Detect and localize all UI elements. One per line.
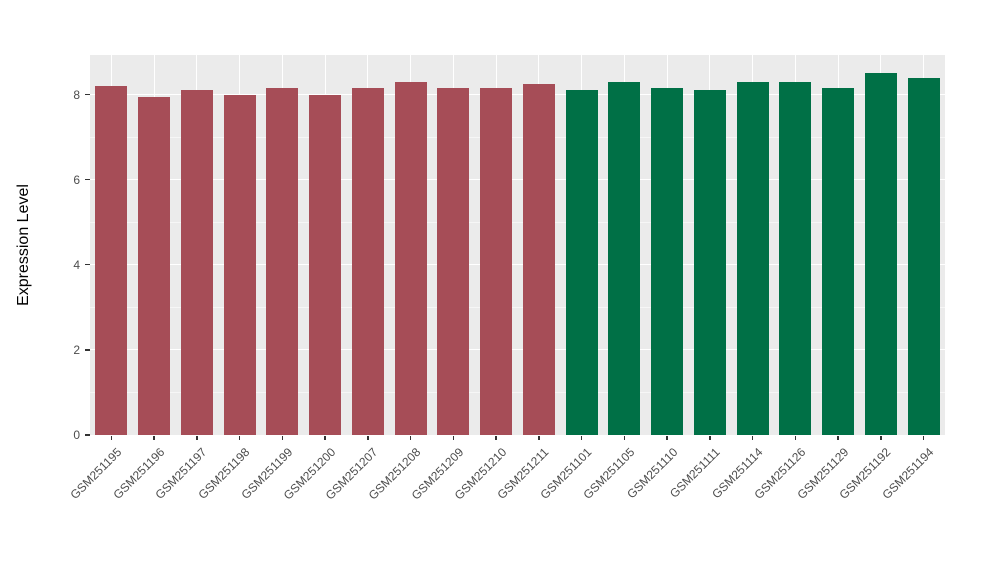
chart-panel bbox=[90, 55, 945, 436]
bar-GSM251192 bbox=[864, 73, 897, 435]
bar-GSM251200 bbox=[309, 94, 342, 435]
bar-GSM251111 bbox=[693, 90, 726, 435]
x-tick-mark bbox=[367, 435, 369, 440]
x-tick-mark bbox=[196, 435, 198, 440]
bar-GSM251196 bbox=[138, 96, 171, 435]
bar-GSM251209 bbox=[437, 88, 470, 435]
x-tick-mark bbox=[452, 435, 455, 440]
bar-GSM251126 bbox=[779, 81, 812, 435]
y-axis-title-text: Expression Level bbox=[15, 184, 32, 306]
y-tick-label: 8 bbox=[73, 87, 80, 102]
x-tick-mark bbox=[623, 435, 626, 440]
bar-GSM251197 bbox=[180, 90, 213, 435]
y-axis-title: Expression Level bbox=[12, 55, 36, 435]
x-tick-mark bbox=[153, 435, 155, 440]
bar-GSM251210 bbox=[480, 88, 513, 435]
bar-GSM251208 bbox=[394, 81, 427, 435]
bar-GSM251195 bbox=[95, 86, 128, 435]
x-tick-mark bbox=[580, 435, 583, 440]
x-tick-mark bbox=[880, 435, 882, 440]
bar-GSM251194 bbox=[907, 77, 940, 435]
gridline-major bbox=[90, 179, 945, 181]
gridline-minor bbox=[90, 391, 945, 393]
bar-GSM251211 bbox=[522, 83, 555, 435]
x-tick-mark bbox=[709, 435, 711, 440]
bar-GSM251207 bbox=[351, 88, 384, 435]
x-tick-mark bbox=[794, 435, 797, 440]
y-tick-mark bbox=[85, 93, 90, 96]
bar-GSM251199 bbox=[266, 88, 299, 435]
bar-GSM251198 bbox=[223, 94, 256, 435]
y-tick-mark bbox=[85, 434, 90, 436]
y-tick-mark bbox=[85, 264, 90, 266]
x-tick-mark bbox=[281, 435, 284, 440]
x-tick-mark bbox=[495, 435, 497, 440]
x-tick-mark bbox=[666, 435, 668, 440]
bar-GSM251105 bbox=[608, 81, 641, 435]
x-tick-mark bbox=[751, 435, 754, 440]
x-tick-mark bbox=[409, 435, 412, 440]
y-tick-label: 6 bbox=[73, 172, 80, 187]
bar-GSM251114 bbox=[736, 81, 769, 435]
x-tick-mark bbox=[110, 435, 113, 440]
x-tick-mark bbox=[238, 435, 241, 440]
gridline-major bbox=[90, 264, 945, 266]
bar-GSM251101 bbox=[565, 90, 598, 435]
x-tick-mark bbox=[324, 435, 326, 440]
gridline-major bbox=[90, 94, 945, 96]
gridline-minor bbox=[90, 136, 945, 138]
gridline-minor bbox=[90, 306, 945, 308]
bar-GSM251110 bbox=[651, 88, 684, 435]
y-tick-label: 0 bbox=[73, 428, 80, 442]
x-tick-mark bbox=[922, 435, 925, 440]
gridline-major bbox=[90, 349, 945, 351]
y-tick-mark bbox=[85, 349, 90, 351]
bar-GSM251129 bbox=[822, 88, 855, 435]
x-tick-mark bbox=[538, 435, 540, 440]
x-tick-mark bbox=[837, 435, 839, 440]
y-tick-label: 4 bbox=[73, 257, 80, 272]
gridline-minor bbox=[90, 221, 945, 223]
y-tick-label: 2 bbox=[73, 342, 80, 357]
gridline-major bbox=[90, 434, 945, 436]
y-tick-mark bbox=[85, 178, 90, 181]
